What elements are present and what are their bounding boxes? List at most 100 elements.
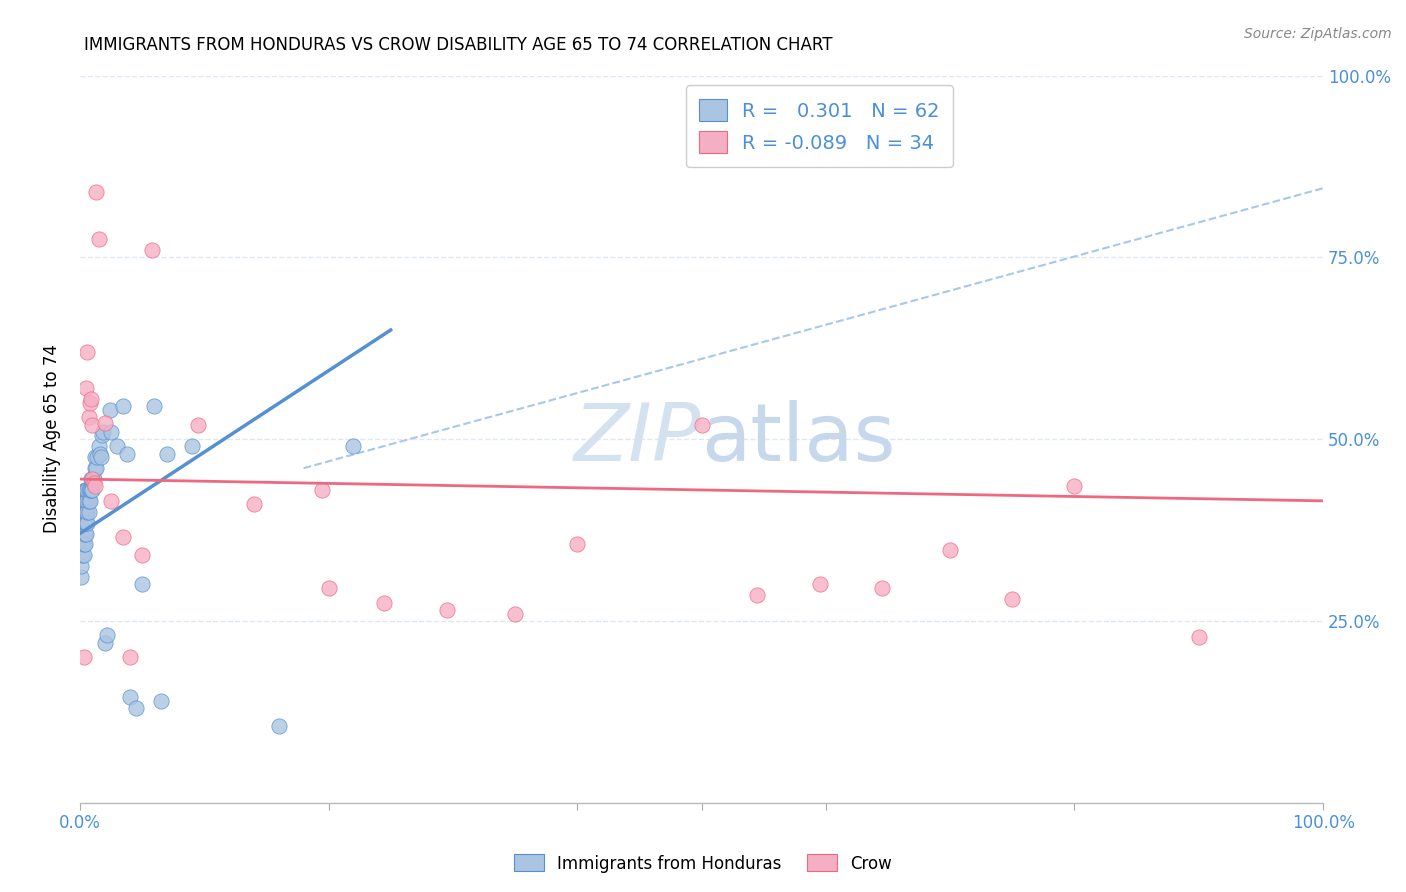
Point [125, 701, 148, 715]
Point [100, 494, 122, 508]
Point [93, 425, 115, 439]
Point [72, 537, 94, 551]
Point [73, 494, 96, 508]
Point [75, 516, 97, 530]
Point [82, 472, 104, 486]
Point [436, 603, 458, 617]
Point [72, 505, 94, 519]
Point [83, 461, 105, 475]
Point [77, 483, 100, 497]
Point [72, 526, 94, 541]
Point [939, 542, 962, 557]
Point [690, 417, 713, 432]
Point [373, 596, 395, 610]
Point [96, 628, 118, 642]
Point [93, 635, 115, 649]
Point [156, 447, 179, 461]
Point [187, 417, 209, 432]
Point [82, 417, 104, 432]
Point [72, 516, 94, 530]
Point [93, 416, 115, 430]
Point [79, 494, 101, 508]
Point [98, 403, 121, 417]
Point [243, 498, 266, 512]
Y-axis label: Disability Age 65 to 74: Disability Age 65 to 74 [44, 344, 60, 533]
Point [80, 472, 103, 486]
Point [870, 581, 893, 595]
Point [83, 479, 105, 493]
Point [1188, 630, 1211, 644]
Point [72, 549, 94, 563]
Text: IMMIGRANTS FROM HONDURAS VS CROW DISABILITY AGE 65 TO 74 CORRELATION CHART: IMMIGRANTS FROM HONDURAS VS CROW DISABIL… [84, 36, 832, 54]
Point [141, 243, 163, 257]
Point [73, 537, 96, 551]
Point [115, 447, 138, 461]
Point [75, 526, 97, 541]
Point [105, 439, 128, 453]
Point [180, 439, 202, 453]
Point [77, 410, 100, 425]
Point [267, 719, 290, 733]
Point [112, 530, 135, 544]
Point [76, 483, 98, 497]
Point [83, 450, 105, 465]
Point [73, 516, 96, 530]
Point [73, 483, 96, 497]
Point [149, 694, 172, 708]
Point [80, 392, 103, 406]
Point [318, 581, 340, 595]
Point [143, 400, 166, 414]
Point [75, 381, 97, 395]
Point [75, 483, 97, 497]
Point [73, 526, 96, 541]
Point [503, 607, 526, 621]
Point [118, 650, 141, 665]
Point [79, 483, 101, 497]
Point [112, 400, 135, 414]
Legend: Immigrants from Honduras, Crow: Immigrants from Honduras, Crow [508, 847, 898, 880]
Point [1063, 478, 1085, 492]
Point [91, 428, 114, 442]
Point [747, 588, 769, 602]
Point [72, 549, 94, 563]
Legend: R =   0.301   N = 62, R = -0.089   N = 34: R = 0.301 N = 62, R = -0.089 N = 34 [686, 86, 953, 167]
Point [100, 425, 122, 439]
Point [76, 505, 98, 519]
Point [83, 472, 105, 486]
Point [80, 483, 103, 497]
Point [131, 577, 153, 591]
Point [70, 559, 93, 574]
Point [73, 505, 96, 519]
Point [808, 577, 831, 591]
Point [118, 690, 141, 705]
Point [84, 461, 107, 475]
Text: atlas: atlas [702, 400, 896, 478]
Point [72, 494, 94, 508]
Point [77, 505, 100, 519]
Point [70, 570, 93, 584]
Point [83, 475, 105, 490]
Point [131, 549, 153, 563]
Point [77, 494, 100, 508]
Point [76, 516, 98, 530]
Point [567, 537, 589, 551]
Point [76, 344, 98, 359]
Point [1001, 592, 1024, 607]
Point [87, 232, 110, 246]
Point [86, 450, 108, 465]
Point [72, 526, 94, 541]
Point [342, 439, 364, 453]
Point [84, 185, 107, 199]
Point [79, 395, 101, 409]
Point [72, 650, 94, 665]
Point [75, 505, 97, 519]
Point [87, 439, 110, 453]
Point [75, 494, 97, 508]
Text: ZIP: ZIP [574, 400, 702, 478]
Point [82, 472, 104, 486]
Point [311, 483, 333, 497]
Point [89, 447, 111, 461]
Point [90, 450, 112, 465]
Point [76, 494, 98, 508]
Point [82, 483, 104, 497]
